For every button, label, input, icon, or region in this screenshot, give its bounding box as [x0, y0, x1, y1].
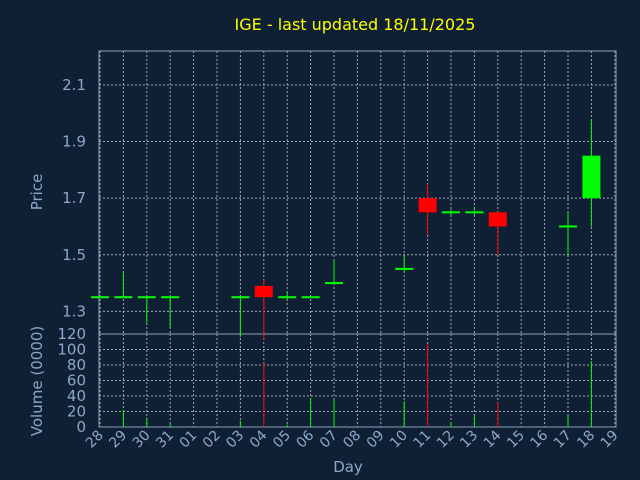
x-tick-label: 18 — [574, 428, 598, 452]
x-tick-labels: 28 29 30 31 01 02 03 04 05 06 07 08 09 10 11 12 13 14 15 16… — [83, 427, 622, 451]
volume-tick-label: 100 — [57, 341, 86, 359]
x-tick-label: 17 — [551, 428, 575, 452]
candle-body — [137, 296, 156, 299]
price-tick-label: 1.7 — [62, 189, 86, 207]
x-tick-label: 04 — [247, 427, 271, 451]
candle-body — [91, 296, 109, 299]
x-tick-label: 12 — [434, 428, 458, 452]
candle-body — [395, 267, 414, 270]
candle-body — [488, 212, 507, 227]
price-tick-labels: 1.3 1.5 1.7 1.9 2.1 — [62, 76, 86, 320]
x-axis-label: Day — [333, 458, 363, 476]
candle-body — [582, 155, 601, 199]
x-tick-label: 19 — [598, 428, 622, 452]
volume-bars — [122, 344, 592, 427]
volume-plot-frame — [98, 333, 617, 428]
candle-body — [418, 198, 437, 213]
volume-tick-label: 60 — [67, 372, 86, 390]
x-tick-label: 02 — [200, 428, 224, 452]
chart-title: IGE - last updated 18/11/2025 — [235, 15, 476, 34]
x-tick-label: 29 — [106, 428, 130, 452]
x-tick-label: 11 — [411, 428, 435, 452]
x-tick-label: 30 — [130, 428, 154, 452]
x-tick-label: 07 — [317, 428, 341, 452]
price-tick-label: 1.3 — [62, 302, 86, 320]
x-tick-label: 13 — [457, 428, 481, 452]
x-tick-label: 05 — [270, 428, 294, 452]
price-axis-label: Price — [28, 174, 46, 211]
candle-body — [278, 296, 297, 299]
candle-body — [559, 225, 577, 228]
candle-body — [325, 282, 343, 285]
candle-body — [231, 296, 250, 299]
volume-tick-label: 120 — [57, 325, 86, 343]
volume-grid — [99, 333, 616, 428]
x-tick-label: 14 — [481, 427, 505, 451]
volume-tick-label: 40 — [67, 387, 86, 405]
price-tick-label: 2.1 — [62, 76, 86, 94]
price-grid — [99, 51, 616, 334]
candles — [91, 118, 601, 340]
candle-body — [301, 296, 320, 299]
x-tick-label: 31 — [153, 428, 177, 452]
candle-body — [254, 285, 273, 298]
volume-tick-label: 20 — [67, 403, 86, 421]
x-tick-label: 09 — [364, 428, 388, 452]
candle-body — [114, 296, 133, 299]
volume-tick-label: 80 — [67, 356, 86, 374]
x-tick-label: 08 — [340, 428, 364, 452]
x-tick-label: 06 — [294, 427, 318, 451]
x-tick-label: 03 — [223, 428, 247, 452]
x-tick-label: 01 — [177, 428, 201, 452]
x-tick-label: 28 — [83, 428, 107, 452]
volume-tick-label: 0 — [76, 418, 86, 436]
volume-axis-label: Volume (0000) — [28, 326, 46, 436]
x-tick-label: 15 — [504, 428, 528, 452]
candle-body — [465, 211, 484, 214]
price-tick-label: 1.9 — [62, 133, 86, 151]
x-tick-label: 16 — [528, 427, 552, 451]
x-tick-label: 10 — [387, 428, 411, 452]
price-tick-label: 1.5 — [62, 246, 86, 264]
candle-body — [161, 296, 180, 299]
candle-body — [442, 211, 460, 214]
